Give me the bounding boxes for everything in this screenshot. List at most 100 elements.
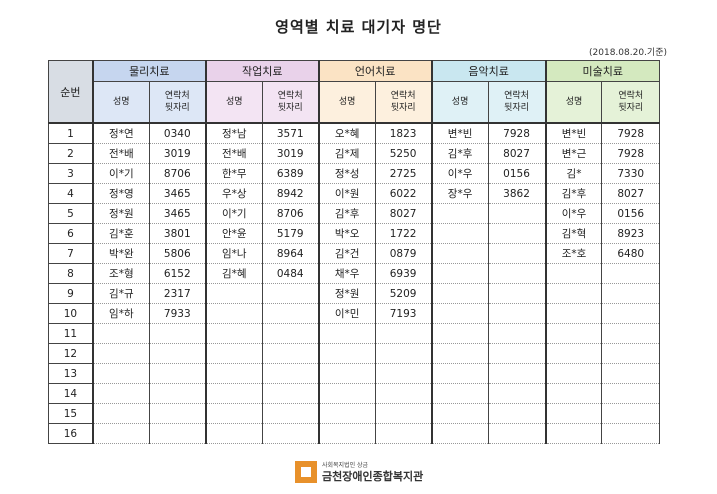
phone-cell xyxy=(374,383,433,404)
name-cell xyxy=(430,383,489,404)
phone-cell xyxy=(601,343,660,364)
phone-cell: 3571 xyxy=(261,122,320,144)
name-cell: 채*우 xyxy=(317,263,376,284)
phone-cell xyxy=(148,323,207,344)
phone-cell: 5250 xyxy=(374,143,433,164)
name-cell: 김*후 xyxy=(430,143,489,164)
name-cell xyxy=(430,363,489,384)
phone-cell xyxy=(374,423,433,444)
organization-subtitle: 사회복지법인 상금 xyxy=(322,461,369,469)
seq-cell: 12 xyxy=(47,343,94,364)
seq-cell: 14 xyxy=(47,383,94,404)
phone-cell: 3801 xyxy=(148,223,207,244)
table-row: 9 김*규 2317 정*원 5209 xyxy=(47,283,660,304)
phone-cell xyxy=(487,243,547,264)
reference-date: (2018.08.20.기준) xyxy=(589,48,667,58)
seq-cell: 2 xyxy=(47,143,94,164)
name-cell xyxy=(430,323,489,344)
phone-cell xyxy=(374,323,433,344)
seq-cell: 9 xyxy=(47,283,94,304)
phone-cell xyxy=(148,363,207,384)
name-cell: 이*우 xyxy=(430,163,489,184)
name-cell xyxy=(544,383,603,404)
phone-cell: 2317 xyxy=(148,283,207,304)
name-cell: 정*남 xyxy=(204,122,263,144)
phone-cell: 7933 xyxy=(148,303,207,324)
seq-cell: 10 xyxy=(47,303,94,324)
table-row: 3 이*기 8706 한*무 6389 정*성 2725 이*우 0156 김* 7330 xyxy=(47,163,660,184)
name-cell: 김*건 xyxy=(317,243,376,264)
table-row: 11 xyxy=(47,323,660,344)
name-cell xyxy=(204,283,263,304)
organization-name: 금천장애인종합복지관 xyxy=(322,469,424,483)
table-row: 1 정*연 0340 정*남 3571 오*혜 1823 변*빈 7928 변*빈 7928 xyxy=(47,122,660,144)
name-cell: 이*민 xyxy=(317,303,376,324)
phone-column-header-line2: 뒷자리 xyxy=(390,103,416,113)
phone-column-header-line1: 연락처 xyxy=(277,91,303,101)
waitlist-body: 1 정*연 0340 정*남 3571 오*혜 1823 변*빈 7928 변*빈 7928 2 전*배… xyxy=(47,122,660,444)
name-cell xyxy=(204,323,263,344)
name-cell: 변*빈 xyxy=(544,122,603,144)
phone-cell xyxy=(261,343,320,364)
name-cell: 김*혜 xyxy=(204,263,263,284)
phone-cell: 7193 xyxy=(374,303,433,324)
category-speech-therapy: 언어치료 xyxy=(317,60,433,82)
name-cell: 정*원 xyxy=(317,283,376,304)
phone-column-header-line1: 연락처 xyxy=(390,91,416,101)
name-cell: 이*원 xyxy=(317,183,376,204)
phone-cell xyxy=(374,403,433,424)
table-row: 10 임*하 7933 이*민 7193 xyxy=(47,303,660,324)
phone-cell: 3465 xyxy=(148,183,207,204)
seq-cell: 13 xyxy=(47,363,94,384)
phone-cell: 8706 xyxy=(148,163,207,184)
name-column-header: 성명 xyxy=(430,81,489,124)
phone-cell xyxy=(487,323,547,344)
phone-cell xyxy=(601,363,660,384)
name-cell: 김* xyxy=(544,163,603,184)
name-cell xyxy=(430,223,489,244)
name-cell xyxy=(91,343,150,364)
phone-cell: 8027 xyxy=(601,183,660,204)
phone-cell xyxy=(601,323,660,344)
phone-column-header-line2: 뒷자리 xyxy=(164,103,190,113)
phone-cell: 6389 xyxy=(261,163,320,184)
phone-cell xyxy=(148,343,207,364)
phone-cell: 6022 xyxy=(374,183,433,204)
phone-cell: 8964 xyxy=(261,243,320,264)
phone-cell: 8942 xyxy=(261,183,320,204)
name-cell: 변*빈 xyxy=(430,122,489,144)
name-cell xyxy=(430,283,489,304)
phone-cell xyxy=(601,303,660,324)
name-cell xyxy=(91,323,150,344)
name-cell xyxy=(317,363,376,384)
seq-cell: 5 xyxy=(47,203,94,224)
name-cell xyxy=(204,403,263,424)
organization-footer: 사회복지법인 상금 금천장애인종합복지관 xyxy=(295,461,423,483)
table-row: 13 xyxy=(47,363,660,384)
name-cell xyxy=(430,423,489,444)
table-row: 2 전*배 3019 전*배 3019 김*제 5250 김*후 8027 변*근 7928 xyxy=(47,143,660,164)
phone-cell xyxy=(261,283,320,304)
category-header-row: 순번 물리치료 작업치료 언어치료 음악치료 미술치료 xyxy=(47,60,660,124)
name-cell: 정*성 xyxy=(317,163,376,184)
phone-cell xyxy=(487,203,547,224)
phone-cell: 1823 xyxy=(374,122,433,144)
category-occupational-therapy: 작업치료 xyxy=(204,60,320,82)
table-row: 4 정*영 3465 우*상 8942 이*원 6022 장*우 3862 김*후 8027 xyxy=(47,183,660,204)
name-cell: 정*원 xyxy=(91,203,150,224)
name-cell xyxy=(430,303,489,324)
sub-header-row: 성명 연락처 뒷자리 성명 연락처 뒷자리 성명 연락처 뒷자리 성명 연락처 뒷자리 성명 연락처 뒷자리 xyxy=(49,81,660,124)
phone-cell: 0156 xyxy=(601,203,660,224)
seq-header: 순번 xyxy=(47,60,94,124)
phone-cell: 3862 xyxy=(487,183,547,204)
phone-cell xyxy=(601,263,660,284)
category-art-therapy: 미술치료 xyxy=(544,60,660,82)
phone-column-header: 연락처 뒷자리 xyxy=(261,81,320,124)
name-cell: 임*나 xyxy=(204,243,263,264)
name-column-header: 성명 xyxy=(317,81,376,124)
name-cell: 조*형 xyxy=(91,263,150,284)
phone-cell: 3019 xyxy=(261,143,320,164)
name-cell xyxy=(544,363,603,384)
phone-cell: 3019 xyxy=(148,143,207,164)
